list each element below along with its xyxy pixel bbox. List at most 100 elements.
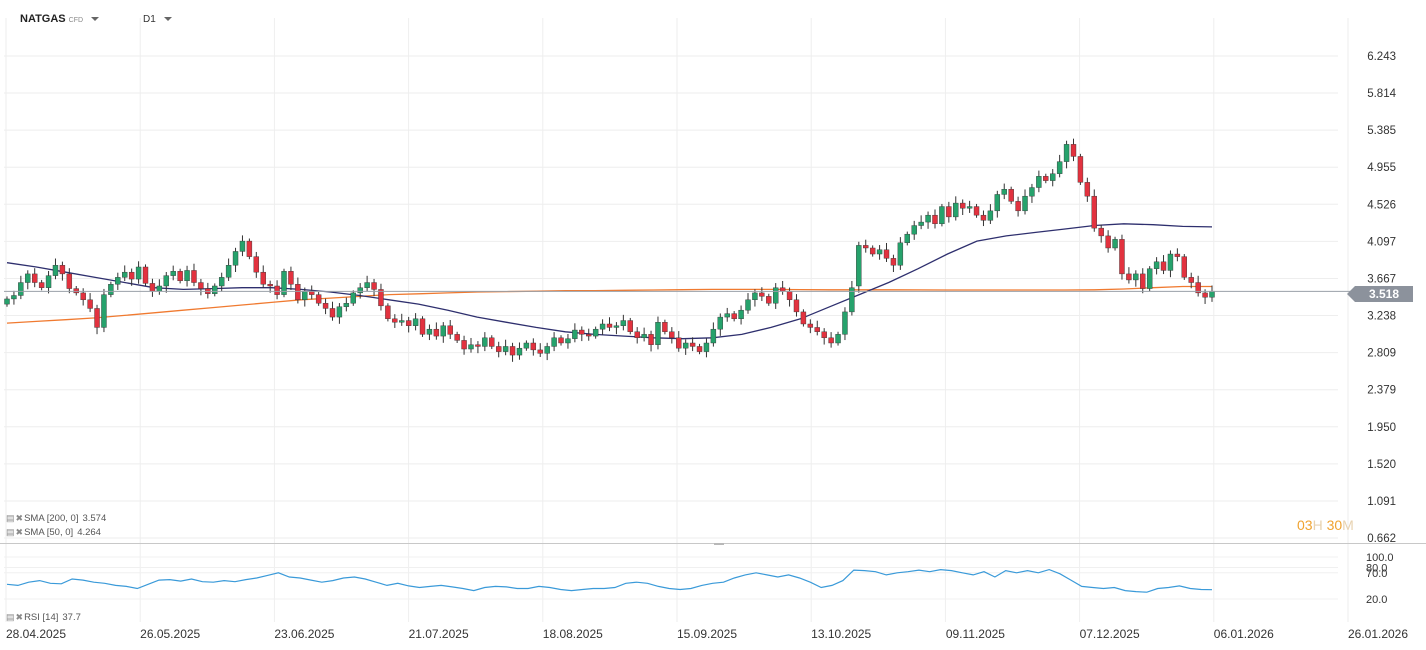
- bearish-candle: [94, 304, 100, 335]
- candle-body: [1133, 273, 1139, 281]
- candle-body: [1029, 187, 1035, 197]
- price-axis-tick: 5.385: [1367, 125, 1396, 137]
- candle-body: [468, 344, 474, 350]
- candle-body: [565, 338, 571, 344]
- candle-body: [405, 320, 412, 326]
- bullish-candle: [468, 337, 474, 353]
- sma200-legend: ▤ ✖ SMA [200, 0] 3.574: [6, 513, 106, 524]
- bullish-candle: [842, 307, 848, 341]
- close-icon[interactable]: ✖: [15, 612, 23, 622]
- bearish-candle: [246, 238, 253, 260]
- bearish-candle: [779, 280, 786, 295]
- bearish-candle: [288, 266, 294, 290]
- candle-body: [1174, 253, 1181, 257]
- candle-body: [336, 306, 343, 318]
- candle-body: [1209, 290, 1215, 298]
- bearish-candle: [1098, 224, 1104, 243]
- candle-body: [495, 346, 502, 352]
- symbol-dropdown-icon[interactable]: [91, 17, 100, 21]
- bearish-candle: [489, 335, 495, 350]
- candle-body: [371, 282, 377, 290]
- bullish-candle: [52, 258, 59, 280]
- bullish-candle: [1001, 183, 1007, 200]
- candle-body: [641, 334, 647, 339]
- bullish-candle: [572, 323, 578, 343]
- settings-icon[interactable]: ▤: [6, 612, 14, 622]
- bullish-candle: [966, 200, 973, 213]
- candle-body: [793, 299, 800, 313]
- candle-body: [1126, 273, 1132, 281]
- candle-body: [648, 334, 654, 345]
- settings-icon[interactable]: ▤: [6, 527, 14, 537]
- candle-body: [329, 308, 336, 318]
- bearish-candle: [329, 301, 336, 321]
- bearish-candle: [80, 288, 86, 306]
- candle-body: [946, 206, 952, 218]
- panel-resize-handle[interactable]: [714, 543, 724, 545]
- candle-body: [599, 323, 606, 330]
- bullish-candle: [544, 342, 550, 361]
- bearish-candle: [198, 278, 204, 296]
- candle-body: [682, 342, 689, 349]
- timeframe-dropdown-icon[interactable]: [163, 17, 172, 21]
- close-icon[interactable]: ✖: [15, 527, 23, 537]
- bearish-candle: [669, 327, 675, 344]
- sma50-legend: ▤ ✖ SMA [50, 0] 4.264: [6, 527, 101, 538]
- axes-layer: 6.243 5.814 5.385 4.955 4.526 4.097 3.667 3.238…: [0, 51, 1426, 641]
- candle-body: [856, 245, 862, 287]
- settings-icon[interactable]: ▤: [6, 513, 14, 523]
- candle-body: [530, 342, 537, 351]
- candle-body: [655, 322, 661, 345]
- bearish-candle: [558, 335, 564, 346]
- candle-body: [128, 271, 135, 280]
- bearish-candle: [1077, 153, 1084, 185]
- symbol-name[interactable]: NATGAS: [20, 13, 66, 25]
- bullish-candle: [364, 275, 370, 292]
- bearish-candle: [586, 328, 592, 341]
- bearish-candle: [378, 283, 384, 311]
- bullish-candle: [773, 283, 779, 309]
- bullish-candle: [835, 331, 841, 346]
- candle-body: [1098, 227, 1104, 237]
- bearish-candle: [814, 320, 820, 336]
- price-axis-tick: 1.950: [1367, 422, 1396, 434]
- bearish-candle: [634, 327, 640, 344]
- candle-body: [925, 214, 931, 223]
- candle-body: [773, 287, 779, 304]
- bullish-candle: [45, 270, 52, 294]
- candle-body: [953, 202, 959, 218]
- candle-body: [627, 320, 633, 332]
- candle-body: [876, 249, 883, 255]
- bearish-candle: [1174, 248, 1181, 262]
- bullish-candle: [25, 270, 31, 290]
- date-axis-tick: 28.04.2025: [6, 627, 66, 641]
- candle-body: [191, 270, 197, 283]
- candle-body: [80, 292, 86, 301]
- rsi-panel[interactable]: 100.080.070.0 20.0: [4, 552, 1394, 606]
- bearish-candle: [405, 316, 412, 333]
- bullish-candle: [115, 272, 121, 290]
- candle-body: [357, 287, 363, 294]
- price-axis-tick: 1.091: [1367, 496, 1396, 508]
- candle-body: [883, 249, 890, 259]
- bearish-candle: [454, 331, 460, 343]
- countdown-hours: 03: [1297, 517, 1313, 533]
- candle-body: [142, 266, 149, 284]
- rsi-axis-tick: 80.0: [1366, 563, 1387, 575]
- bullish-candle: [710, 322, 717, 347]
- candle-body: [1167, 253, 1174, 271]
- bearish-candle: [807, 319, 814, 334]
- candle-body: [710, 328, 717, 344]
- candle-body: [11, 295, 17, 300]
- close-icon[interactable]: ✖: [15, 513, 23, 523]
- candle-body: [1140, 273, 1146, 289]
- bullish-candle: [1056, 154, 1063, 178]
- timeframe-selector[interactable]: D1: [143, 13, 156, 25]
- bullish-candle: [482, 332, 488, 352]
- bullish-candle: [1063, 140, 1070, 169]
- candle-body: [932, 214, 938, 225]
- candle-body: [911, 225, 917, 235]
- bearish-candle: [1119, 234, 1125, 280]
